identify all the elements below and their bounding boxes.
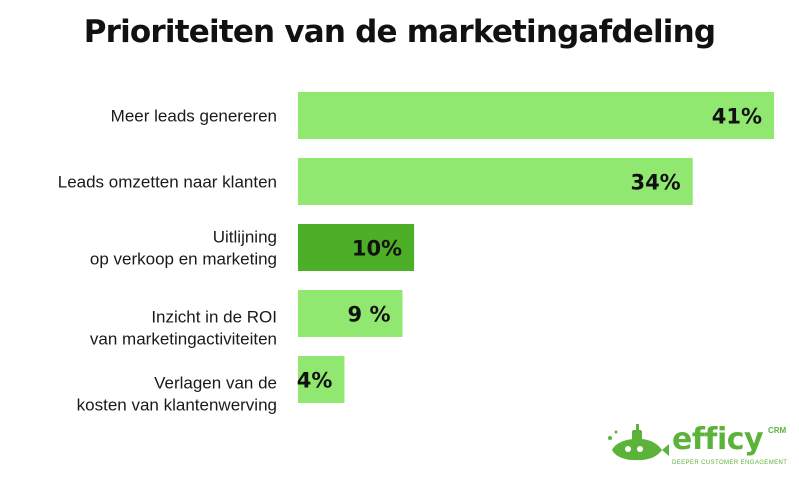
- category-label: van marketingactiviteiten: [90, 330, 277, 349]
- chart-title: Prioriteiten van de marketingafdeling: [83, 14, 716, 50]
- value-label: 4%: [297, 369, 333, 393]
- bar: [298, 92, 774, 139]
- category-label: Verlagen van de: [154, 374, 277, 393]
- value-label: 9 %: [348, 303, 391, 327]
- logo-tagline: DEEPER CUSTOMER ENGAGEMENT: [672, 460, 788, 466]
- bar: [298, 290, 403, 337]
- submarine-icon: [608, 424, 669, 461]
- category-label: Leads omzetten naar klanten: [58, 173, 277, 192]
- bar: [298, 356, 345, 403]
- efficy-logo: efficy CRM DEEPER CUSTOMER ENGAGEMENT: [606, 420, 792, 472]
- category-label: kosten van klantenwerving: [77, 396, 277, 415]
- category-label: Inzicht in de ROI: [151, 308, 277, 327]
- value-label: 41%: [712, 105, 762, 129]
- value-label: 10%: [352, 237, 402, 261]
- category-label: op verkoop en marketing: [90, 250, 277, 269]
- bar: [298, 158, 693, 205]
- category-label: Uitlijning: [213, 228, 277, 247]
- value-label: 34%: [630, 171, 680, 195]
- logo-wordmark: efficy: [672, 422, 764, 457]
- bar: [298, 224, 415, 271]
- logo-crm-suffix: CRM: [768, 426, 787, 435]
- category-label: Meer leads genereren: [111, 107, 277, 126]
